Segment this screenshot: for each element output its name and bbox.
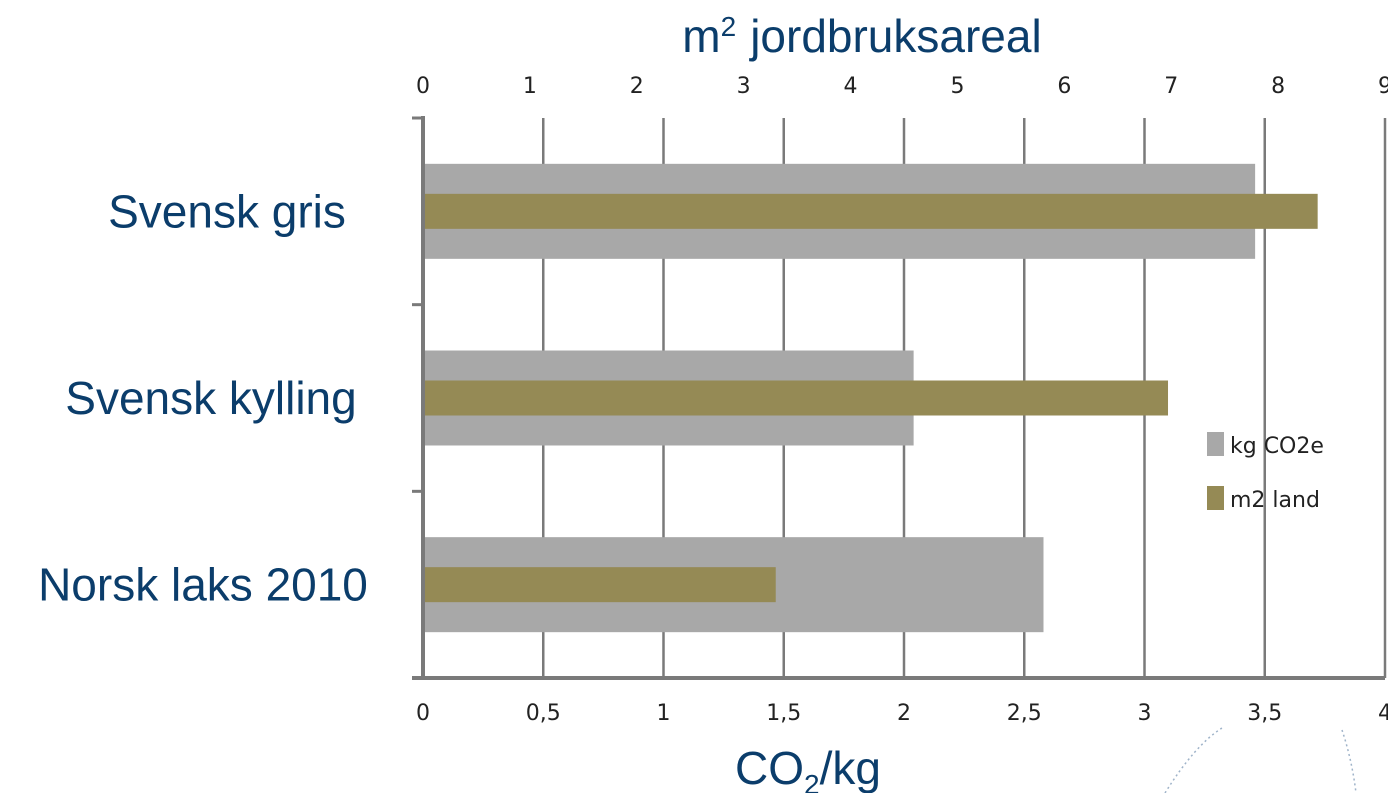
top-tick-label: 5 bbox=[950, 74, 964, 99]
bottom-axis-ticks: 0 0,5 1 1,5 2 2,5 3 3,5 4 bbox=[416, 701, 1388, 726]
bar-m2-land bbox=[423, 380, 1169, 416]
decorative-curve bbox=[1341, 729, 1357, 793]
bottom-tick-label: 1,5 bbox=[766, 701, 801, 726]
top-tick-label: 9 bbox=[1378, 74, 1388, 99]
bars bbox=[423, 163, 1318, 633]
top-tick-label: 4 bbox=[844, 74, 858, 99]
top-axis-title-sup: 2 bbox=[721, 11, 737, 42]
bottom-tick-label: 0 bbox=[416, 701, 430, 726]
category-labels: Svensk gris Svensk kylling Norsk laks 2010 bbox=[38, 185, 368, 610]
bottom-axis-title-rest: /kg bbox=[820, 742, 881, 793]
top-tick-label: 7 bbox=[1164, 74, 1178, 99]
category-label: Svensk kylling bbox=[65, 372, 356, 424]
axes bbox=[412, 116, 1385, 680]
top-tick-label: 0 bbox=[416, 74, 430, 99]
legend-swatch-kg-co2e bbox=[1207, 432, 1224, 456]
bottom-tick-label: 1 bbox=[657, 701, 671, 726]
top-axis-ticks: 0 1 2 3 4 5 6 7 8 9 bbox=[416, 74, 1388, 99]
legend-label-kg-co2e: kg CO2e bbox=[1230, 434, 1324, 459]
legend-swatch-m2-land bbox=[1207, 486, 1224, 510]
top-axis-title-main: m bbox=[682, 10, 720, 62]
bottom-tick-label: 3 bbox=[1138, 701, 1152, 726]
bar-m2-land bbox=[423, 193, 1318, 229]
bottom-tick-label: 2 bbox=[897, 701, 911, 726]
bottom-axis-title-main: CO bbox=[735, 742, 804, 793]
bottom-tick-label: 0,5 bbox=[526, 701, 561, 726]
bottom-axis-title-sub: 2 bbox=[804, 769, 820, 793]
top-tick-label: 2 bbox=[630, 74, 644, 99]
legend: kg CO2e m2 land bbox=[1207, 432, 1324, 513]
top-axis-title-rest: jordbruksareal bbox=[748, 10, 1041, 62]
bottom-tick-label: 3,5 bbox=[1247, 701, 1282, 726]
bottom-tick-label: 4 bbox=[1378, 701, 1388, 726]
bottom-tick-label: 2,5 bbox=[1007, 701, 1042, 726]
category-label: Norsk laks 2010 bbox=[38, 559, 368, 611]
category-label: Svensk gris bbox=[108, 185, 346, 237]
bar-m2-land bbox=[423, 567, 776, 603]
legend-label-m2-land: m2 land bbox=[1230, 488, 1320, 513]
top-axis-title: m2 jordbruksareal bbox=[682, 10, 1041, 62]
bottom-axis-title: CO2/kg bbox=[735, 742, 881, 793]
top-tick-label: 1 bbox=[523, 74, 537, 99]
top-tick-label: 8 bbox=[1271, 74, 1285, 99]
top-tick-label: 6 bbox=[1057, 74, 1071, 99]
decorative-curve bbox=[1164, 727, 1223, 793]
top-tick-label: 3 bbox=[737, 74, 751, 99]
